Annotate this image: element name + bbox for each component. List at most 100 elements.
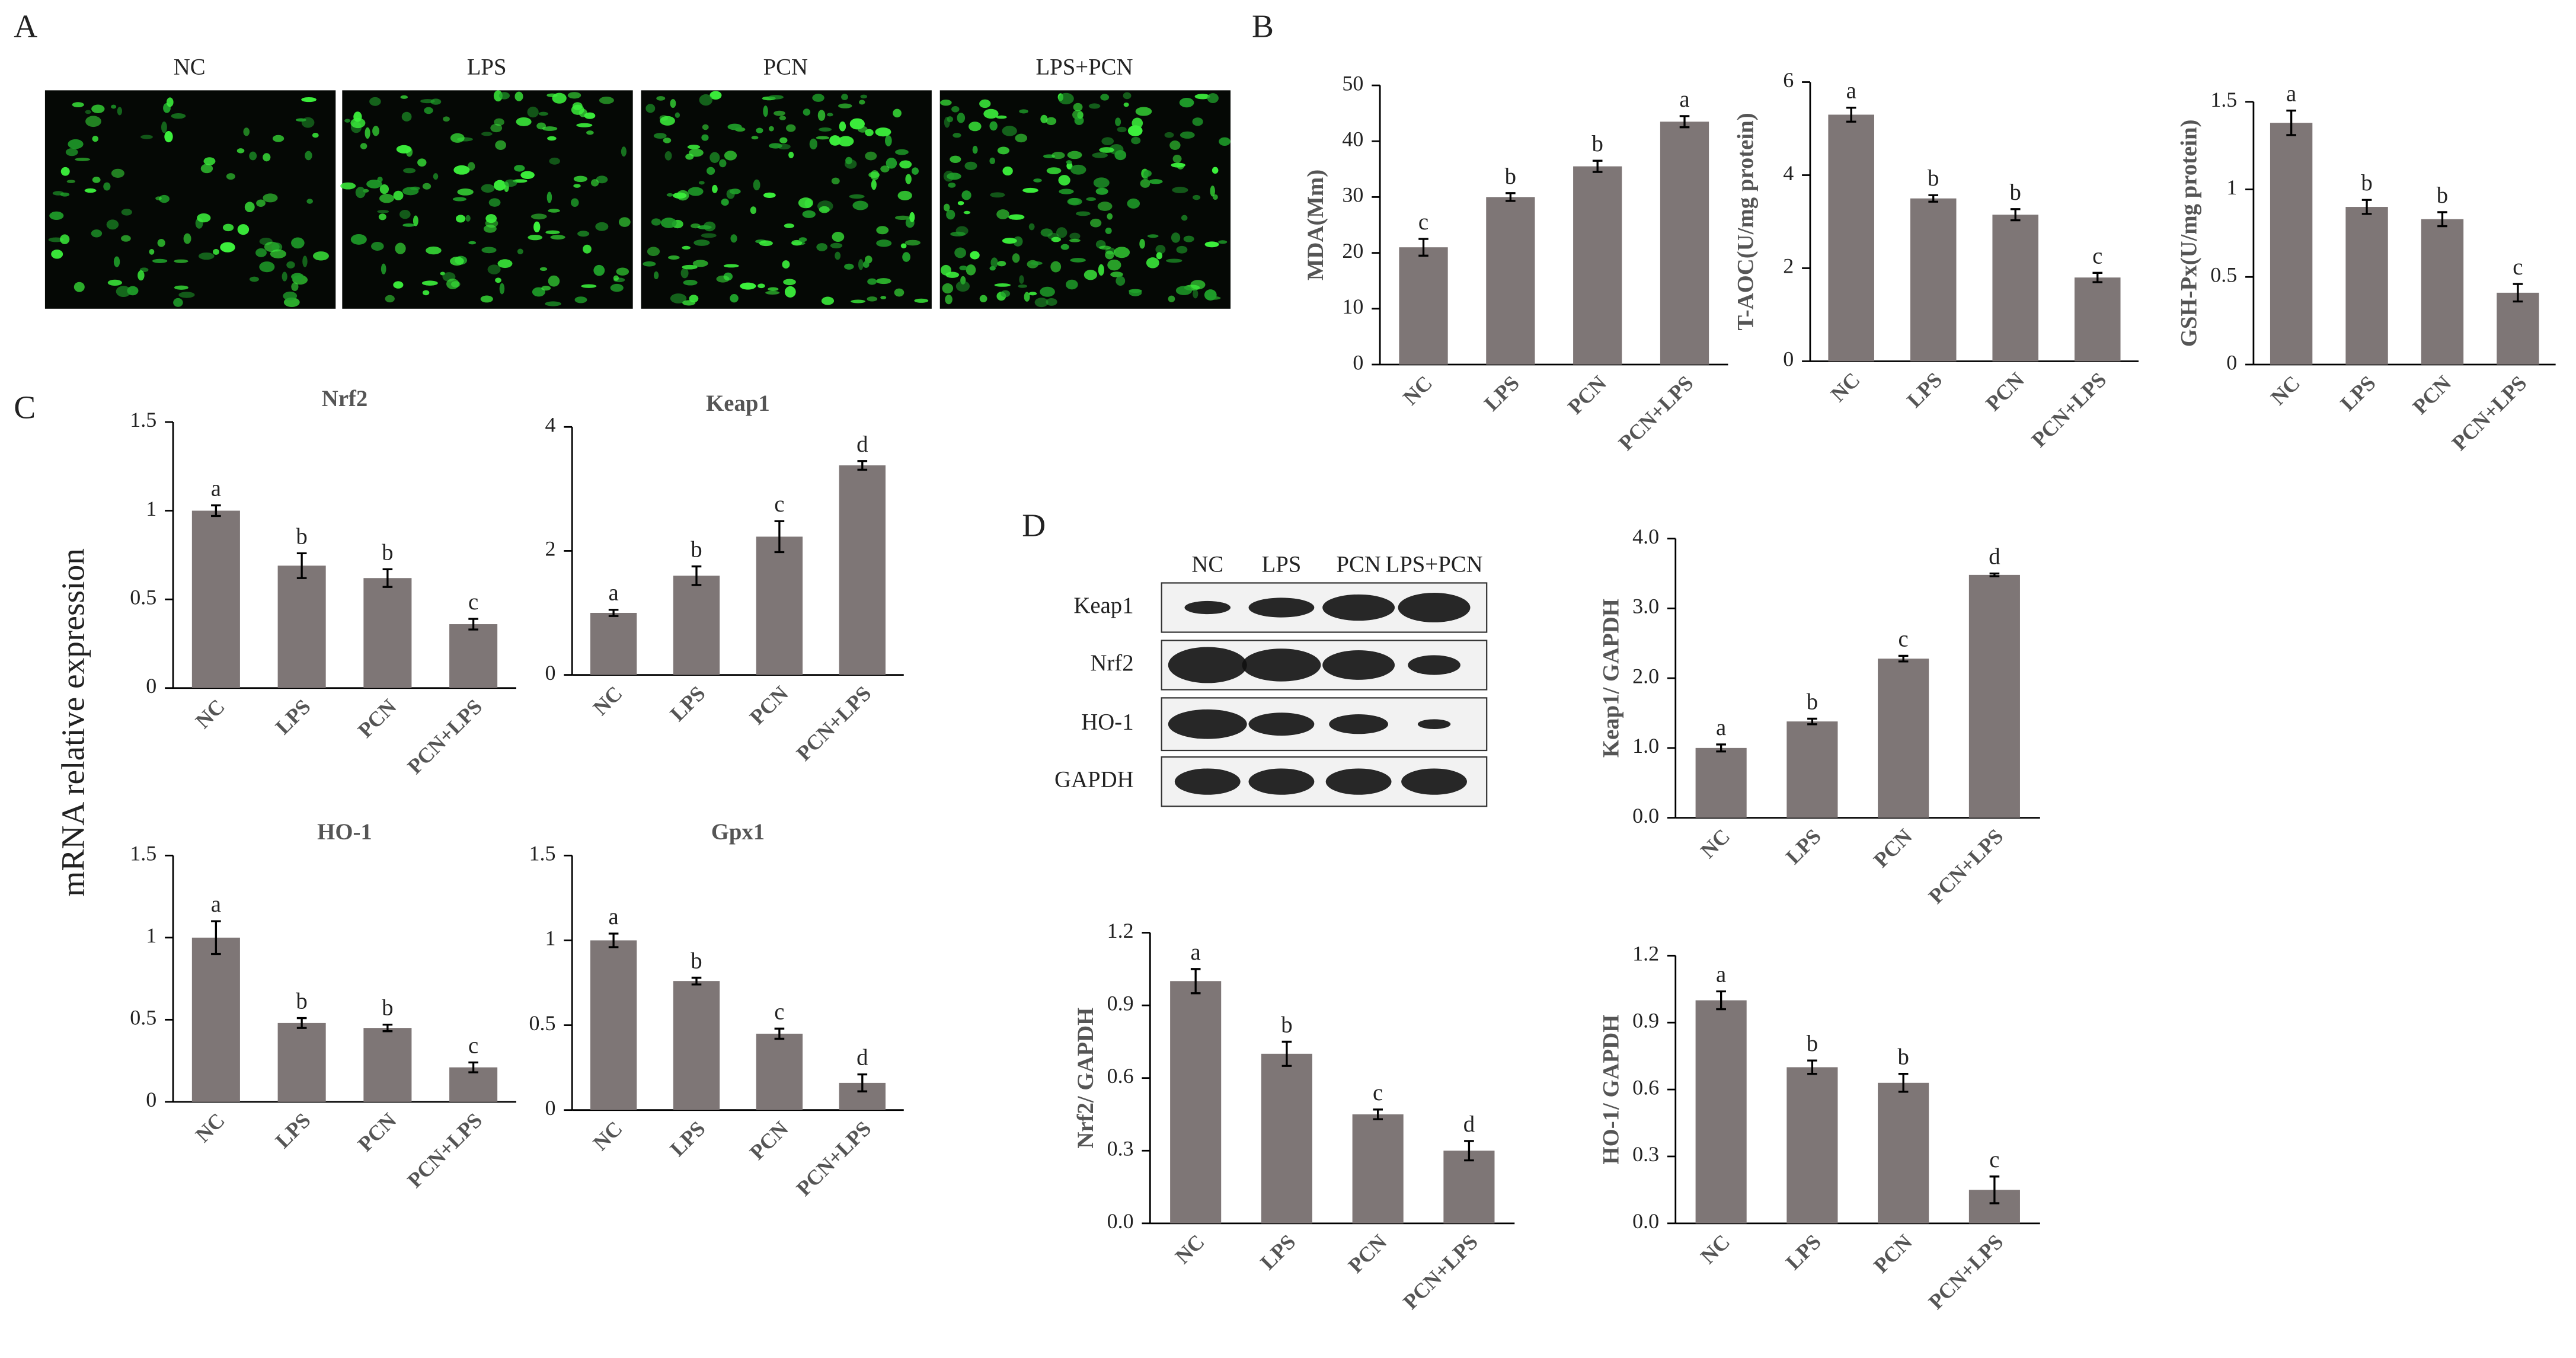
blot-band [1322,594,1395,621]
error-bar [296,1017,307,1029]
cell-signal [504,179,517,187]
cell-signal [586,130,594,135]
significance-letter: b [382,539,393,565]
cell-signal [490,123,503,133]
bar [590,940,637,1110]
blot-band [1168,709,1247,739]
cell-signal [996,115,1007,119]
cell-signal [452,197,466,202]
significance-letter: d [1989,544,2000,569]
cell-signal [759,240,773,247]
error-bar [2437,211,2447,228]
y-tick-label: 1.2 [1632,942,1659,966]
cell-signal [783,279,796,286]
chart-title: Keap1 [706,391,770,416]
error-bar [691,976,702,986]
cell-signal [1166,258,1182,263]
blot-band [1417,719,1451,729]
error-bar [2092,271,2103,283]
x-tick-label: PCN+LPS [1924,1230,2008,1314]
cell-signal [1067,151,1082,159]
cell-signal [839,121,846,132]
cell-signal [106,219,119,230]
y-tick-label: 4 [1783,161,1794,185]
cell-signal [595,222,609,231]
cell-signal [498,92,510,100]
cell-signal [693,239,710,246]
error-bar [857,460,868,471]
y-tick-label: 0.5 [2210,263,2237,287]
cell-signal [729,188,741,194]
error-bar [691,565,702,586]
cell-signal [784,286,796,298]
x-tick-label: LPS [271,1108,315,1153]
cell-signal [768,95,784,100]
cell-signal [85,116,101,127]
cell-signal [138,270,145,281]
cell-signal [670,99,676,108]
y-tick-label: 0.5 [130,1006,156,1030]
cell-signal [1099,245,1111,250]
cell-signal [541,285,551,291]
error-bar [1506,192,1516,202]
cell-signal [259,261,275,273]
cell-signal [1024,292,1030,302]
cell-signal [1046,298,1057,306]
x-tick-label: PCN [1344,1230,1392,1278]
cell-signal [849,194,865,199]
cell-signal [517,248,523,255]
error-bar [1807,1059,1817,1075]
cell-signal [355,187,366,199]
cell-signal [528,234,543,241]
cell-signal [161,122,167,133]
cell-signal [468,162,475,171]
cell-signal [1013,236,1023,247]
significance-letter: b [382,995,393,1021]
cell-signal [433,173,439,180]
cell-signal [1077,111,1084,119]
bar [1170,981,1222,1223]
y-tick-label: 1 [146,497,156,520]
cell-signal [424,107,433,114]
cell-signal [673,192,687,199]
cell-signal [385,295,395,303]
cell-signal [60,234,70,244]
significance-letter: b [691,537,702,563]
significance-letter: c [1989,1147,1999,1172]
significance-letter: c [468,1033,478,1058]
x-tick-label: NC [1696,1230,1734,1268]
cell-signal [689,148,704,157]
cell-signal [514,91,523,101]
cell-signal [577,231,590,237]
cell-signal [819,127,832,132]
cell-signal [68,139,84,149]
cell-signal [249,276,259,282]
significance-letter: a [609,580,619,606]
cell-signal [957,113,966,123]
error-bar [1716,743,1726,753]
error-bar [2513,283,2523,303]
cell-signal [1143,171,1149,181]
cell-signal [727,123,742,130]
cell-signal [680,268,689,279]
cell-signal [830,242,843,248]
cell-signal [701,134,709,141]
error-bar [296,552,307,579]
y-tick-label: 20 [1342,239,1363,263]
cell-signal [516,117,532,126]
cell-signal [545,230,560,235]
error-bar [1807,717,1817,726]
cell-signal [111,168,124,178]
cell-signal [350,234,367,245]
cell-signal [663,138,672,143]
bar [839,465,886,675]
cell-signal [765,290,780,295]
cell-signal [972,145,978,154]
cell-signal [1168,295,1175,302]
cell-signal [365,127,370,139]
cell-signal [1180,131,1195,139]
cell-signal [481,247,497,254]
significance-letter: a [2286,81,2296,107]
cell-signal [593,264,605,276]
cell-signal [675,112,680,118]
